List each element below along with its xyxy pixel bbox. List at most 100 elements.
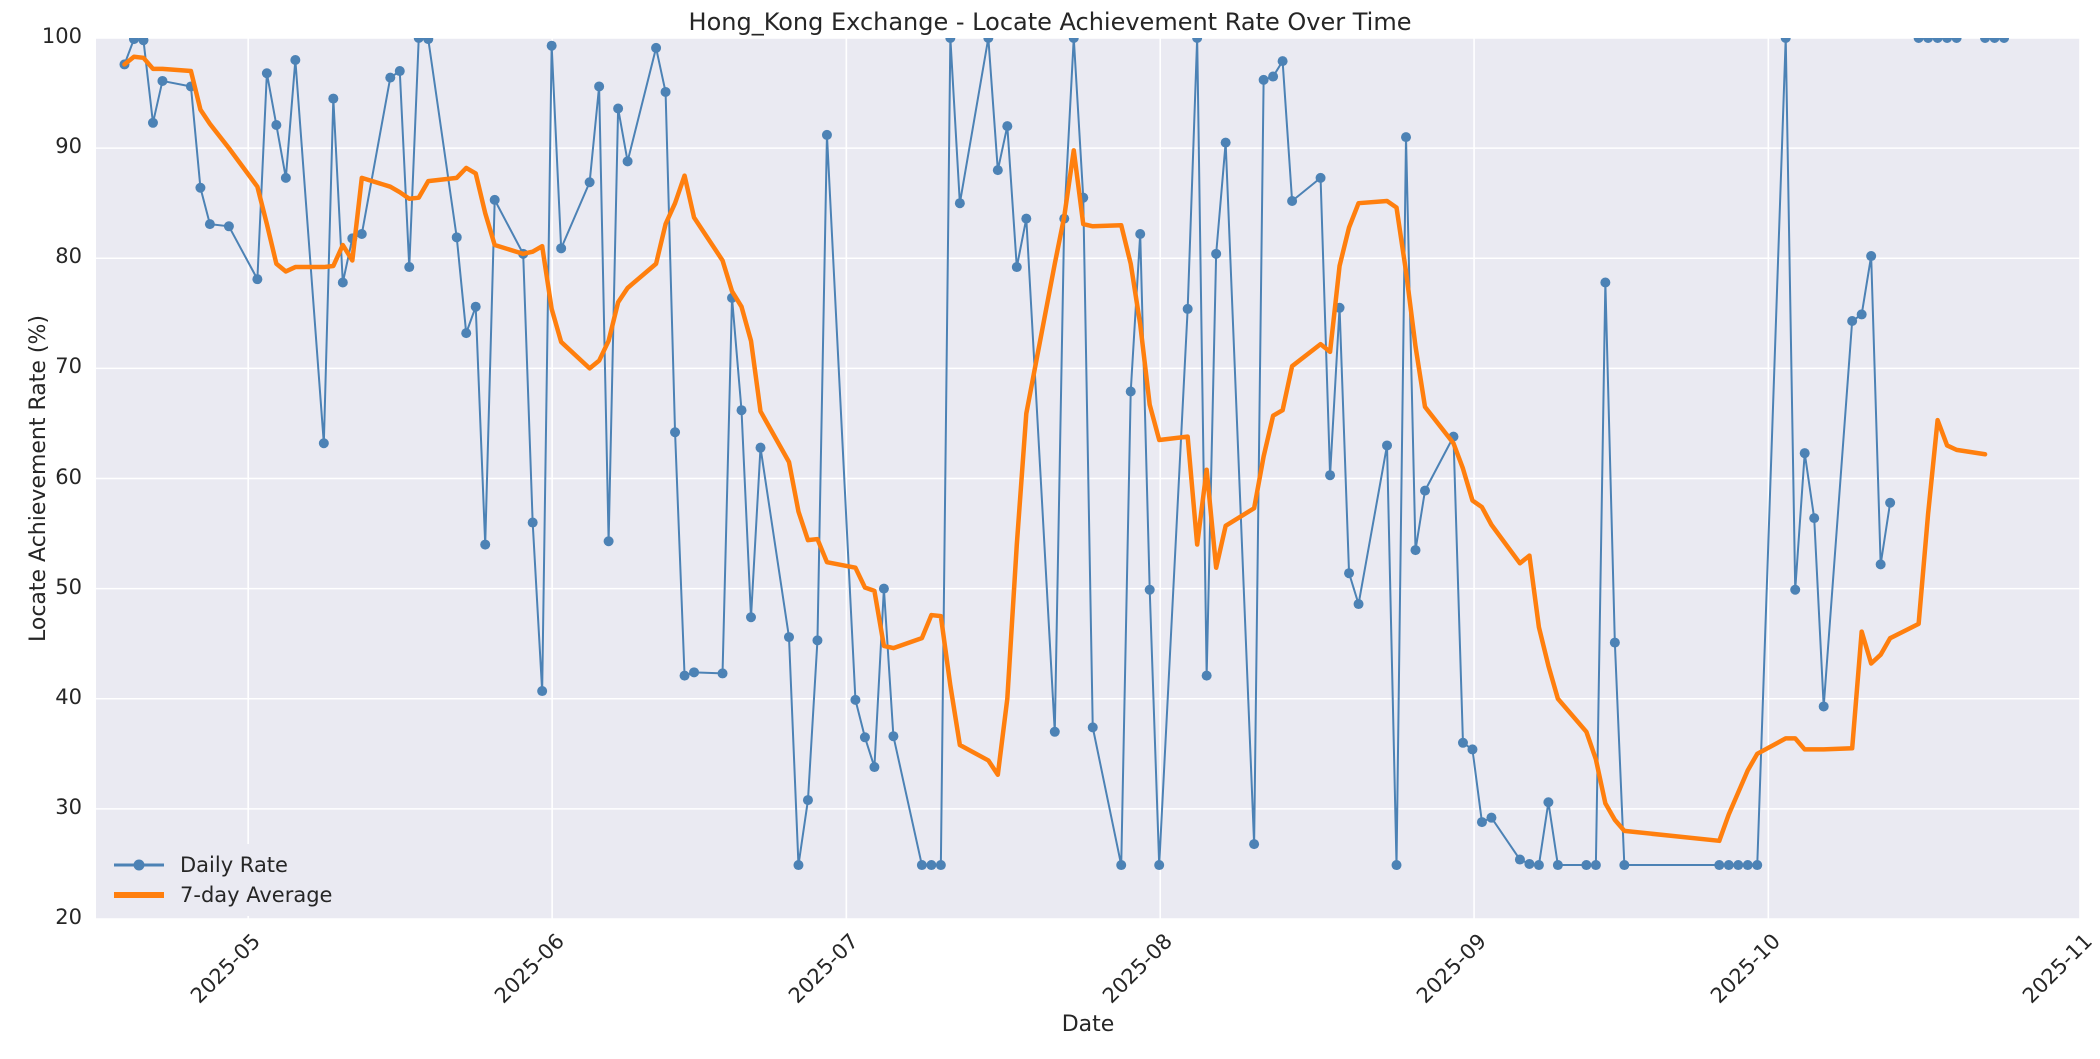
data-point-marker [1344,568,1355,579]
data-point-marker [1220,137,1231,148]
x-tick-label: 2025-05 [186,929,266,1009]
data-point-marker [385,72,396,83]
data-point-marker [1951,38,1962,43]
data-point-marker [812,635,823,646]
x-tick-label: 2025-07 [784,929,864,1009]
legend-line-marker-icon [114,859,164,871]
data-point-marker [1714,860,1725,871]
data-point-marker [1590,860,1601,871]
data-point-marker [1913,38,1924,43]
data-point-marker [1011,262,1022,273]
data-point-marker [1733,860,1744,871]
data-point-marker [584,177,595,188]
data-point-marker [261,68,272,79]
data-point-marker [1277,56,1288,67]
data-point-marker [1742,860,1753,871]
data-point-marker [1875,559,1886,570]
data-point-marker [888,731,899,742]
data-point-marker [670,427,681,438]
data-point-marker [1980,38,1991,43]
data-point-marker [356,229,367,240]
legend-label-daily-rate: Daily Rate [180,853,288,877]
data-point-marker [470,301,481,312]
data-point-marker [1401,132,1412,143]
data-point-marker [1068,38,1079,43]
data-point-marker [527,517,538,528]
data-point-marker [679,670,690,681]
x-axis-label: Date [1061,1012,1115,1037]
data-point-marker [1116,860,1127,871]
data-point-marker [1752,860,1763,871]
data-point-marker [1476,817,1487,828]
data-point-marker [1524,858,1535,869]
data-point-marker [793,860,804,871]
data-point-marker [1552,860,1563,871]
data-point-marker [1457,737,1468,748]
data-point-marker [1315,172,1326,183]
data-point-marker [223,221,234,232]
data-point-marker [1258,74,1269,85]
data-point-marker [613,103,624,114]
data-point-marker [935,860,946,871]
data-point-marker [736,405,747,416]
data-point-marker [1780,38,1791,43]
data-point-marker [689,667,700,678]
data-point-marker [1420,485,1430,496]
data-point-marker [1249,839,1260,850]
data-point-marker [992,165,1003,176]
data-point-marker [147,117,158,128]
legend-line-icon [114,892,164,898]
x-tick-label: 2025-10 [1706,929,1786,1009]
gridlines [96,38,2080,919]
data-point-marker [280,172,291,183]
data-point-marker [1002,121,1013,132]
data-point-marker [594,81,605,92]
data-point-marker [1600,277,1611,288]
chart-legend: Daily Rate 7-day Average [102,844,349,916]
data-point-marker [252,274,263,285]
data-point-marker [1847,316,1858,327]
data-point-marker [603,536,614,547]
data-point-marker [1391,860,1402,871]
data-point-marker [1799,448,1810,459]
series-daily-rate [119,38,2010,871]
data-point-marker [821,129,832,140]
chart-title: Hong_Kong Exchange - Locate Achievement … [688,8,1412,36]
legend-item-daily-rate[interactable]: Daily Rate [112,852,332,878]
data-point-marker [404,262,415,273]
data-point-marker [318,438,329,449]
data-point-marker [537,686,548,697]
data-point-marker [660,86,671,97]
data-point-marker [451,232,462,243]
data-point-marker [1923,38,1934,43]
data-point-marker [1581,860,1592,871]
legend-swatch-daily-rate [112,852,166,878]
data-point-marker [128,38,139,45]
data-point-marker [1932,38,1943,43]
data-point-marker [394,66,405,77]
series-line [123,38,1892,867]
data-point-marker [1619,860,1630,871]
data-point-marker [413,38,424,43]
data-point-marker [1609,637,1620,648]
data-point-marker [1125,386,1136,397]
legend-label-7-day-average: 7-day Average [180,883,333,907]
data-point-marker [878,583,889,594]
data-point-marker [138,38,149,46]
data-point-marker [1809,513,1820,524]
data-point-marker [1021,213,1032,224]
data-point-marker [1989,38,2000,43]
data-point-marker [783,632,794,643]
data-point-marker [546,40,557,51]
data-point-marker [1087,722,1098,733]
data-point-marker [1382,440,1393,451]
data-point-marker [1325,470,1336,481]
data-point-marker [1211,248,1222,259]
legend-item-7-day-average[interactable]: 7-day Average [112,882,332,908]
data-point-marker [1486,812,1497,823]
plot-svg [96,38,2080,919]
x-tick-label: 2025-08 [1098,929,1178,1009]
data-point-marker [983,38,994,43]
data-point-marker [926,860,937,871]
